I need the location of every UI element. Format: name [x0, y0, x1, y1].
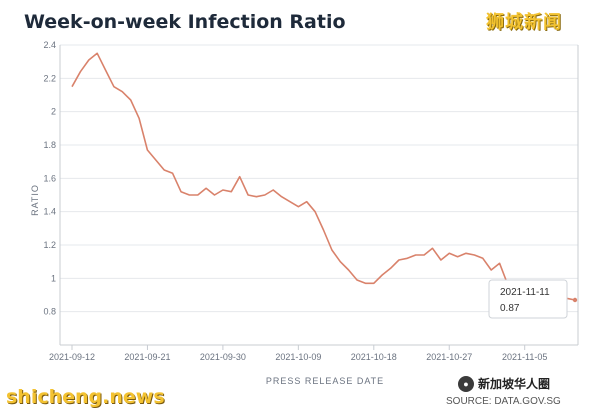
- x-axis-label: PRESS RELEASE DATE: [266, 376, 384, 386]
- x-tick-label: 2021-09-12: [49, 352, 95, 362]
- y-tick-label: 0.8: [43, 307, 56, 317]
- x-tick-label: 2021-09-21: [124, 352, 170, 362]
- y-tick-label: 2.2: [43, 73, 56, 83]
- series-polyline: [71, 52, 576, 301]
- y-axis-label: RATIO: [30, 184, 40, 216]
- x-tick-label: 2021-09-30: [200, 352, 246, 362]
- brand-watermark-top: 狮城新闻: [486, 12, 562, 33]
- wechat-label: 新加坡华人圈: [478, 377, 551, 391]
- tooltip-value: 0.87: [500, 303, 520, 314]
- data-point[interactable]: [572, 297, 578, 303]
- y-tick-label: 1.8: [43, 140, 56, 150]
- wechat-badge: ● 新加坡华人圈: [458, 375, 550, 392]
- series-line: [71, 52, 578, 303]
- y-tick-label: 1.2: [43, 240, 56, 250]
- tooltip: 2021-11-11 0.87: [488, 279, 568, 319]
- wechat-icon: ●: [458, 375, 474, 392]
- x-tick-label: 2021-10-18: [351, 352, 397, 362]
- data-source: SOURCE: DATA.GOV.SG: [446, 396, 561, 407]
- y-tick-label: 1.4: [43, 207, 56, 217]
- brand-watermark-bottom: shicheng.news: [6, 386, 165, 408]
- chart-title: Week-on-week Infection Ratio: [24, 11, 346, 33]
- grid-lines: [59, 44, 579, 346]
- x-tick-label: 2021-10-27: [426, 352, 472, 362]
- y-tick-label: 2: [51, 107, 56, 117]
- y-tick-labels: 0.8 1 1.2 1.4 1.6 1.8 2 2.2 2.4: [43, 40, 56, 317]
- tooltip-date: 2021-11-11: [500, 287, 550, 298]
- y-tick-label: 1: [51, 273, 56, 283]
- y-tick-label: 2.4: [43, 40, 56, 50]
- x-tick-labels: 2021-09-12 2021-09-21 2021-09-30 2021-10-09…: [49, 345, 547, 362]
- y-tick-label: 1.6: [43, 173, 56, 183]
- x-tick-label: 2021-10-09: [275, 352, 321, 362]
- x-tick-label: 2021-11-05: [502, 352, 547, 362]
